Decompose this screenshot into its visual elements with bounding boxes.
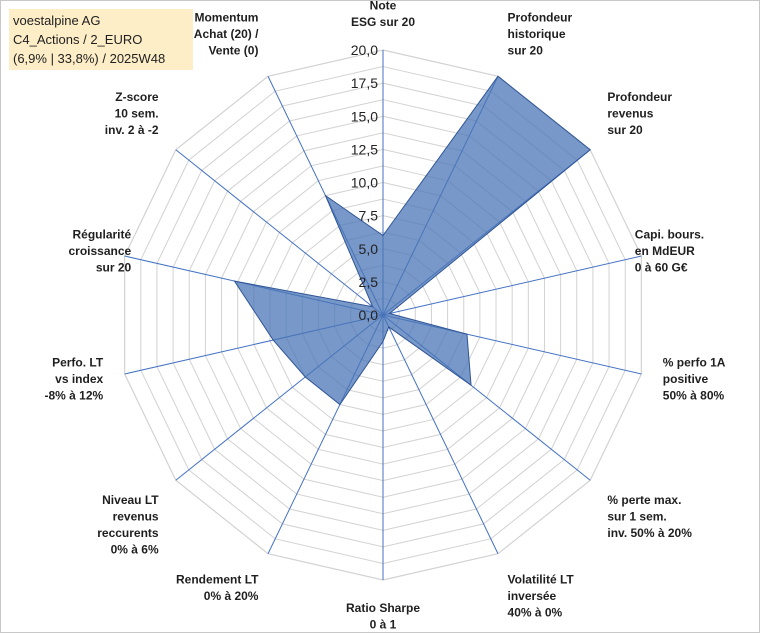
- radar-axis-label: Note ESG sur 20: [351, 0, 415, 29]
- radar-tick-label: 0,0: [359, 307, 379, 323]
- radar-axis-label-line: Perfo. LT: [52, 355, 104, 369]
- radar-axis-label-line: historique: [508, 27, 566, 41]
- radar-axis-label-line: 0% à 6%: [111, 542, 159, 556]
- radar-axis-label-line: revenus: [113, 509, 159, 523]
- radar-axis-label-line: Ratio Sharpe: [346, 601, 420, 615]
- radar-axis-label-line: % perte max.: [607, 493, 681, 507]
- radar-axis-label-line: reccurents: [97, 526, 159, 540]
- radar-axis-label-line: en MdEUR: [635, 244, 695, 258]
- radar-axis-label-line: 0% à 20%: [204, 589, 259, 603]
- radar-axis-label: Perfo. LT vs index -8% à 12%: [44, 355, 103, 402]
- radar-spoke: [382, 255, 642, 316]
- radar-axis-label: Niveau LT revenus reccurents 0% à 6%: [97, 493, 159, 556]
- radar-axis-label-line: 50% à 80%: [663, 388, 725, 402]
- chart-title-line: (6,9% | 33,8%) / 2025W48: [13, 51, 166, 66]
- radar-axis-label-line: Profondeur: [607, 90, 672, 104]
- radar-axis-label-line: % perfo 1A: [663, 355, 726, 369]
- radar-axis-label: % perfo 1A positive 50% à 80%: [663, 355, 726, 402]
- radar-axis-label-line: 10 sem.: [115, 107, 159, 121]
- radar-axis-label-line: Rendement LT: [176, 573, 259, 587]
- radar-axis-label-line: Régularité: [73, 228, 132, 242]
- radar-axis-label-line: 0 à 60 G€: [635, 261, 688, 275]
- radar-tick-label: 12,5: [351, 141, 378, 157]
- radar-axis-label-line: sur 20: [607, 123, 643, 137]
- chart-title-line: voestalpine AG: [13, 13, 101, 28]
- radar-tick-label: 17,5: [351, 75, 378, 91]
- radar-axis-label-line: Vente (0): [208, 43, 258, 57]
- radar-spoke: [175, 149, 384, 316]
- radar-axis-label-line: Note: [370, 0, 397, 13]
- radar-axis-label: Momentum Achat (20) / Vente (0): [194, 10, 259, 57]
- radar-axis-label-line: Achat (20) /: [194, 27, 259, 41]
- radar-axis-label-line: inv. 2 à -2: [105, 123, 159, 137]
- radar-tick-label: 15,0: [351, 108, 378, 124]
- radar-axis-label-line: vs index: [55, 372, 103, 386]
- radar-axis-label: Capi. bours. en MdEUR 0 à 60 G€: [635, 228, 704, 275]
- radar-axis-label-line: Profondeur: [508, 10, 573, 24]
- radar-axis-label-line: positive: [663, 372, 709, 386]
- radar-axis-label: Rendement LT 0% à 20%: [176, 573, 259, 604]
- radar-axis-label-line: Volatilité LT: [508, 573, 575, 587]
- radar-axis-label-line: 40% à 0%: [508, 606, 563, 620]
- radar-axis-label: Z-score 10 sem. inv. 2 à -2: [105, 90, 159, 137]
- chart-title-box: voestalpine AG C4_Actions / 2_EURO (6,9%…: [9, 9, 193, 70]
- radar-axis-label-line: sur 1 sem.: [607, 509, 666, 523]
- radar-spoke: [382, 314, 499, 554]
- radar-tick-label: 10,0: [351, 175, 378, 191]
- radar-axis-label-line: sur 20: [508, 43, 544, 57]
- radar-axis-label-line: revenus: [607, 107, 653, 121]
- radar-axis-label-line: inv. 50% à 20%: [607, 526, 692, 540]
- radar-tick-label: 2,5: [359, 274, 379, 290]
- radar-axis-label-line: Capi. bours.: [635, 228, 704, 242]
- radar-axis-label-line: sur 20: [96, 261, 132, 275]
- radar-axis-label: Ratio Sharpe 0 à 1: [346, 601, 420, 632]
- radar-tick-label: 20,0: [351, 42, 378, 58]
- radar-axis-label: Volatilité LT inversée 40% à 0%: [508, 573, 575, 620]
- radar-axis-label: Profondeur revenus sur 20: [607, 90, 672, 137]
- radar-axis-label: Régularité croissance sur 20: [68, 228, 131, 275]
- radar-axis-label-line: inversée: [508, 589, 557, 603]
- radar-tick-label: 7,5: [359, 208, 379, 224]
- radar-axis-label: % perte max. sur 1 sem. inv. 50% à 20%: [607, 493, 692, 540]
- radar-axis-label-line: ESG sur 20: [351, 15, 415, 29]
- radar-axis-label-line: Momentum: [194, 10, 258, 24]
- radar-axis-label: Profondeur historique sur 20: [508, 10, 573, 57]
- chart-title-line: C4_Actions / 2_EURO: [13, 32, 143, 47]
- radar-axis-label-line: Niveau LT: [102, 493, 159, 507]
- radar-tick-label: 5,0: [359, 241, 379, 257]
- radar-axis-label-line: 0 à 1: [370, 618, 397, 632]
- radar-axis-label-line: croissance: [68, 244, 131, 258]
- radar-axis-label-line: -8% à 12%: [44, 388, 103, 402]
- radar-series-area: [233, 75, 591, 406]
- radar-axis-label-line: Z-score: [115, 90, 159, 104]
